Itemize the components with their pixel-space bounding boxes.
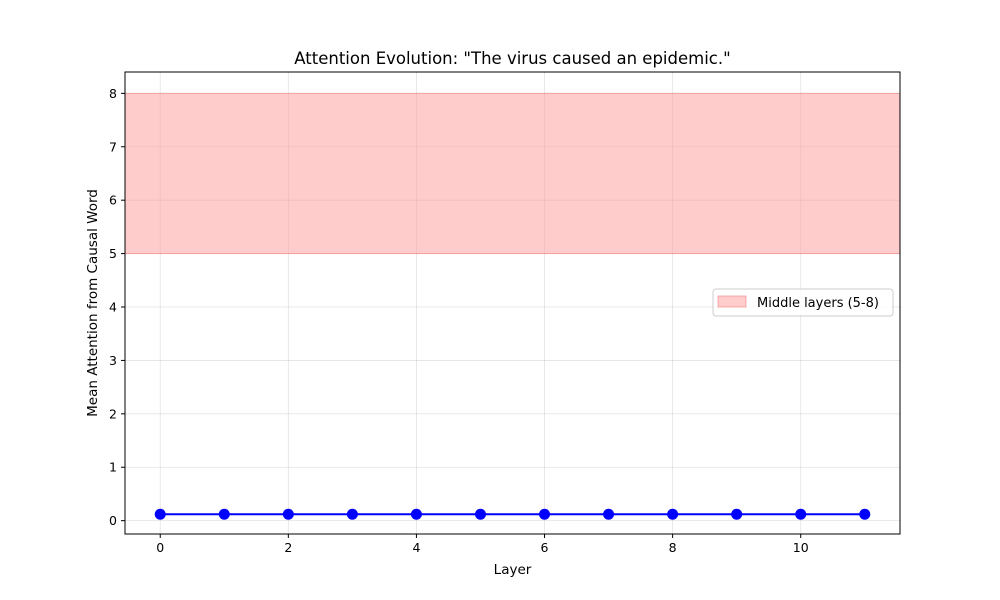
data-point — [859, 508, 871, 520]
y-tick-label: 8 — [109, 86, 117, 101]
legend-label: Middle layers (5-8) — [757, 296, 879, 311]
data-point — [539, 508, 551, 520]
data-point — [410, 508, 422, 520]
plot-frame — [124, 71, 901, 535]
y-tick-label: 7 — [109, 139, 117, 154]
legend-swatch — [717, 295, 747, 308]
x-tick-label: 0 — [156, 540, 164, 555]
data-point — [474, 508, 486, 520]
shaded-region — [124, 92, 901, 255]
data-point — [667, 508, 679, 520]
data-point — [795, 508, 807, 520]
ticks-layer: 0 2 4 6 8 10 0 1 2 3 4 5 6 7 8 — [109, 86, 809, 555]
x-tick-label: 6 — [541, 540, 549, 555]
y-tick-label: 6 — [109, 193, 117, 208]
data-point — [346, 508, 358, 520]
y-axis-label: Mean Attention from Causal Word — [85, 189, 101, 417]
series-layer — [154, 508, 871, 520]
y-tick-label: 0 — [109, 513, 117, 528]
y-tick-label: 2 — [109, 406, 117, 421]
legend: Middle layers (5-8) — [712, 288, 894, 317]
y-tick-label: 1 — [109, 460, 117, 475]
data-point — [154, 508, 166, 520]
y-tick-label: 3 — [109, 353, 117, 368]
data-point — [282, 508, 294, 520]
x-tick-label: 8 — [669, 540, 677, 555]
x-tick-label: 10 — [793, 540, 809, 555]
chart-title: Attention Evolution: "The virus caused a… — [294, 49, 730, 68]
shaded-region-layer — [124, 92, 901, 255]
x-tick-label: 2 — [284, 540, 292, 555]
y-tick-label: 5 — [109, 246, 117, 261]
data-point — [603, 508, 615, 520]
x-axis-label: Layer — [494, 562, 532, 578]
y-tick-label: 4 — [109, 300, 117, 315]
legend-box — [712, 288, 894, 317]
data-point — [731, 508, 743, 520]
data-point — [218, 508, 230, 520]
x-tick-label: 4 — [412, 540, 420, 555]
